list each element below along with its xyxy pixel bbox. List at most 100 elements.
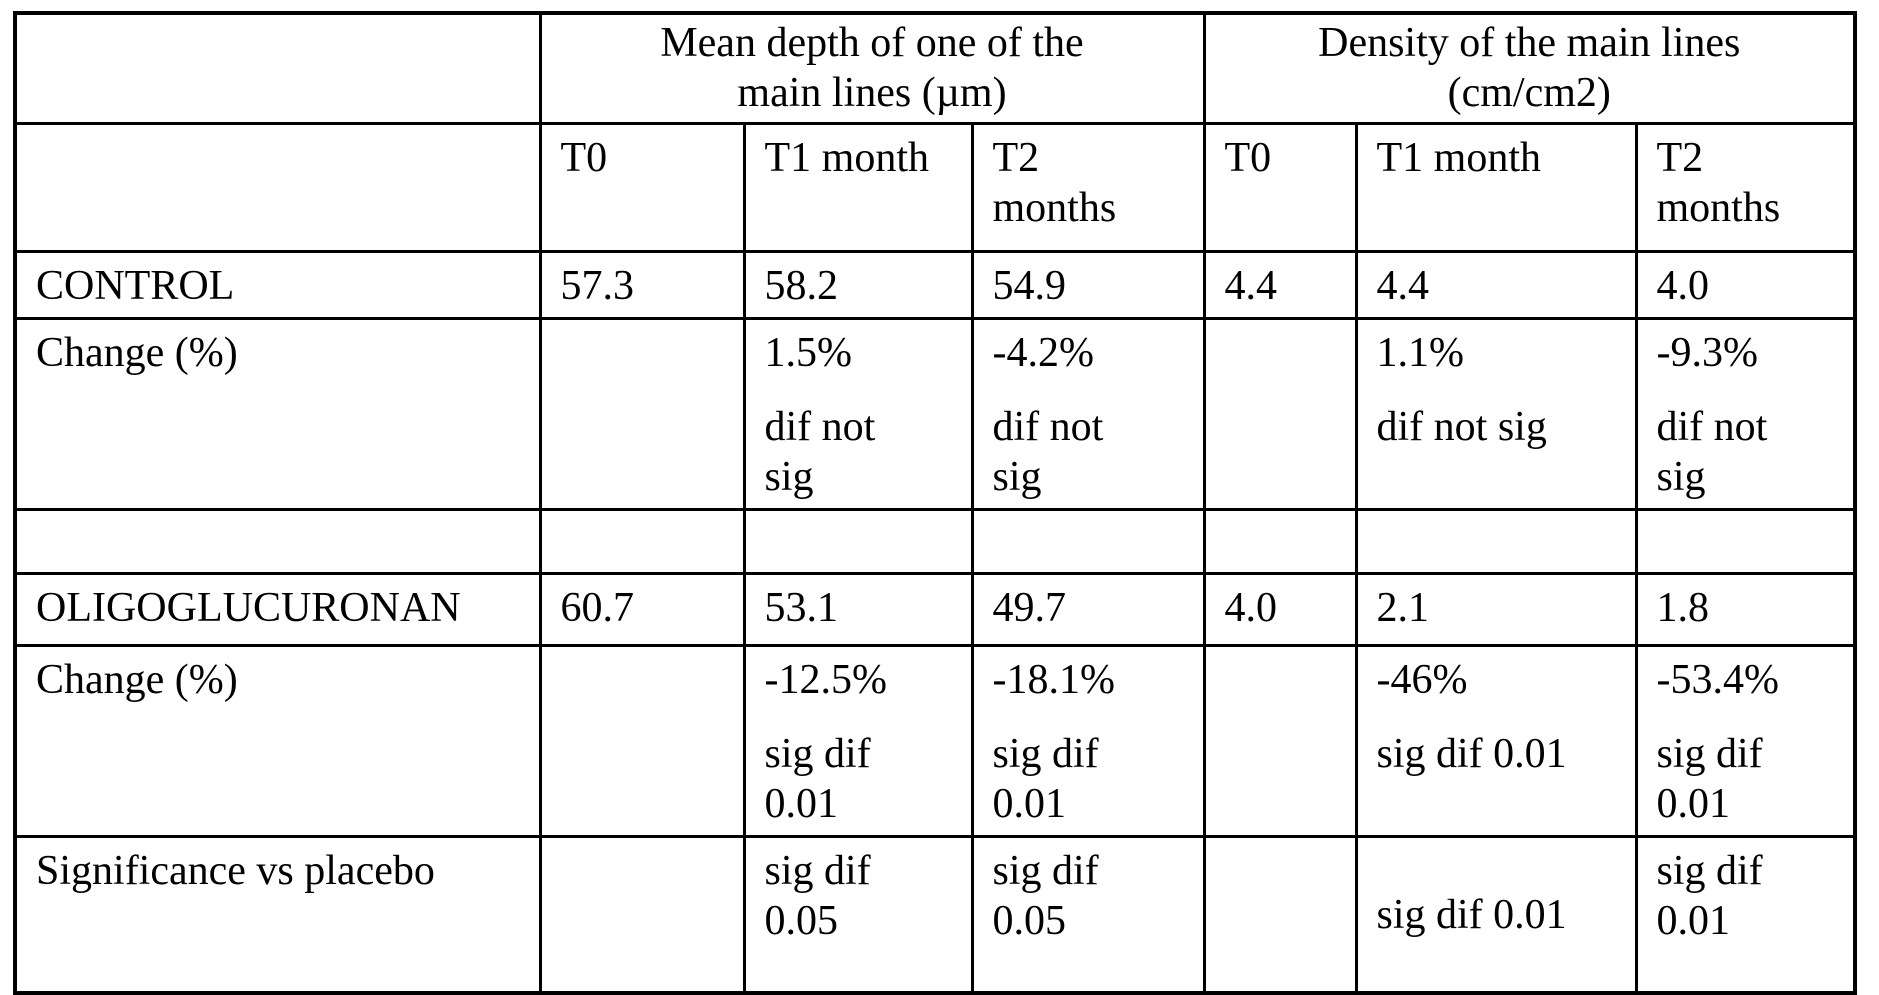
value-text: 49.7 xyxy=(992,584,1067,631)
value-cell xyxy=(538,507,746,575)
row-label-cell: CONTROL xyxy=(13,249,542,320)
value-text: -4.2% xyxy=(992,329,1094,376)
value-text: 1.1% xyxy=(1376,329,1465,376)
value-cell: -4.2% dif not sig xyxy=(970,316,1206,511)
value-cell xyxy=(1202,643,1358,838)
significance-note: dif not sig xyxy=(992,403,1104,500)
significance-note: sig dif 0.01 xyxy=(764,730,871,827)
timepoint-label: T0 xyxy=(1224,134,1272,181)
value-cell: 1.5% dif not sig xyxy=(742,316,974,511)
value-text: -18.1% xyxy=(992,656,1115,703)
value-cell xyxy=(742,507,974,575)
timepoint-header-depth-t0: T0 xyxy=(538,121,746,253)
value-cell: 60.7 xyxy=(538,571,746,647)
value-cell xyxy=(1202,834,1358,995)
study-results-table: Mean depth of one of the main lines (µm)… xyxy=(13,11,1857,995)
value-text: -9.3% xyxy=(1656,329,1758,376)
value-cell: 2.1 xyxy=(1354,571,1638,647)
significance-note: dif not sig xyxy=(1656,403,1768,500)
value-text: 54.9 xyxy=(992,262,1067,309)
value-cell: 54.9 xyxy=(970,249,1206,320)
value-cell: sig dif 0.05 xyxy=(742,834,974,995)
group-header-density-label: Density of the main lines (cm/cm2) xyxy=(1318,20,1741,117)
value-cell xyxy=(1202,507,1358,575)
timepoint-label: T1 month xyxy=(1376,134,1542,181)
row-label: OLIGOGLUCURONAN xyxy=(36,584,461,631)
value-cell: -12.5% sig dif 0.01 xyxy=(742,643,974,838)
value-cell: -53.4% sig dif 0.01 xyxy=(1634,643,1857,838)
value-text: 1.5% xyxy=(764,329,853,376)
value-text: 58.2 xyxy=(764,262,839,309)
significance-note: dif not sig xyxy=(1376,403,1547,450)
significance-note: sig dif 0.01 xyxy=(1376,730,1567,777)
significance-note: sig dif 0.01 xyxy=(1656,730,1763,827)
spacer-row xyxy=(13,507,1857,575)
value-cell: 53.1 xyxy=(742,571,974,647)
row-label-cell: Significance vs placebo xyxy=(13,834,542,995)
significance-row: Significance vs placebo sig dif 0.05 sig… xyxy=(13,834,1857,995)
group-header-mean-depth: Mean depth of one of the main lines (µm) xyxy=(538,11,1206,125)
row-label: CONTROL xyxy=(36,262,235,309)
document-page: Mean depth of one of the main lines (µm)… xyxy=(13,11,1857,995)
value-cell: -18.1% sig dif 0.01 xyxy=(970,643,1206,838)
row-label-cell xyxy=(13,121,542,253)
group-header-density: Density of the main lines (cm/cm2) xyxy=(1202,11,1857,125)
significance-note: dif not sig xyxy=(764,403,876,500)
value-cell: sig dif 0.01 xyxy=(1634,834,1857,995)
row-label: Change (%) xyxy=(36,329,238,376)
control-row: CONTROL 57.3 58.2 54.9 4.4 4.4 4.0 xyxy=(13,249,1857,320)
group-header-row: Mean depth of one of the main lines (µm)… xyxy=(13,11,1857,125)
significance-note: sig dif 0.01 xyxy=(992,730,1099,827)
value-cell: 4.0 xyxy=(1634,249,1857,320)
value-cell: 4.4 xyxy=(1202,249,1358,320)
timepoint-label: T0 xyxy=(560,134,608,181)
value-cell: -46% sig dif 0.01 xyxy=(1354,643,1638,838)
row-label-cell: Change (%) xyxy=(13,316,542,511)
timepoint-label: T2 months xyxy=(992,134,1117,231)
timepoint-header-density-t0: T0 xyxy=(1202,121,1358,253)
significance-note: sig dif 0.01 xyxy=(1376,892,1567,939)
value-text: 1.8 xyxy=(1656,584,1710,631)
row-label-cell: OLIGOGLUCURONAN xyxy=(13,571,542,647)
value-cell xyxy=(970,507,1206,575)
value-text: 53.1 xyxy=(764,584,839,631)
value-cell xyxy=(538,834,746,995)
timepoint-header-density-t1: T1 month xyxy=(1354,121,1638,253)
value-cell xyxy=(1354,507,1638,575)
value-text: 60.7 xyxy=(560,584,635,631)
value-cell: 4.0 xyxy=(1202,571,1358,647)
row-label-cell xyxy=(13,507,542,575)
value-cell: sig dif 0.05 xyxy=(970,834,1206,995)
oligo-change-row: Change (%) -12.5% sig dif 0.01 -18.1% si… xyxy=(13,643,1857,838)
row-label: Significance vs placebo xyxy=(36,847,435,894)
significance-note: sig dif 0.01 xyxy=(1656,847,1763,944)
timepoint-header-density-t2: T2 months xyxy=(1634,121,1857,253)
value-text: 4.0 xyxy=(1224,584,1278,631)
timepoint-header-depth-t1: T1 month xyxy=(742,121,974,253)
value-cell: -9.3% dif not sig xyxy=(1634,316,1857,511)
timepoint-label: T1 month xyxy=(764,134,930,181)
timepoint-header-depth-t2: T2 months xyxy=(970,121,1206,253)
value-cell: 58.2 xyxy=(742,249,974,320)
oligoglucuronan-row: OLIGOGLUCURONAN 60.7 53.1 49.7 4.0 2.1 1… xyxy=(13,571,1857,647)
value-cell xyxy=(538,643,746,838)
value-cell: 49.7 xyxy=(970,571,1206,647)
value-cell xyxy=(538,316,746,511)
value-cell: 4.4 xyxy=(1354,249,1638,320)
row-label-cell: Change (%) xyxy=(13,643,542,838)
significance-note: sig dif 0.05 xyxy=(764,847,871,944)
value-text: 4.4 xyxy=(1224,262,1278,309)
value-cell xyxy=(1202,316,1358,511)
value-text: 57.3 xyxy=(560,262,635,309)
value-cell xyxy=(1634,507,1857,575)
value-text: -12.5% xyxy=(764,656,887,703)
control-change-row: Change (%) 1.5% dif not sig -4.2% dif no… xyxy=(13,316,1857,511)
value-text: -46% xyxy=(1376,656,1468,703)
timepoint-label: T2 months xyxy=(1656,134,1781,231)
value-cell: 1.8 xyxy=(1634,571,1857,647)
value-text: 4.4 xyxy=(1376,262,1430,309)
value-text: -53.4% xyxy=(1656,656,1779,703)
value-text: 2.1 xyxy=(1376,584,1430,631)
value-cell: sig dif 0.01 xyxy=(1354,834,1638,995)
value-text: 4.0 xyxy=(1656,262,1710,309)
